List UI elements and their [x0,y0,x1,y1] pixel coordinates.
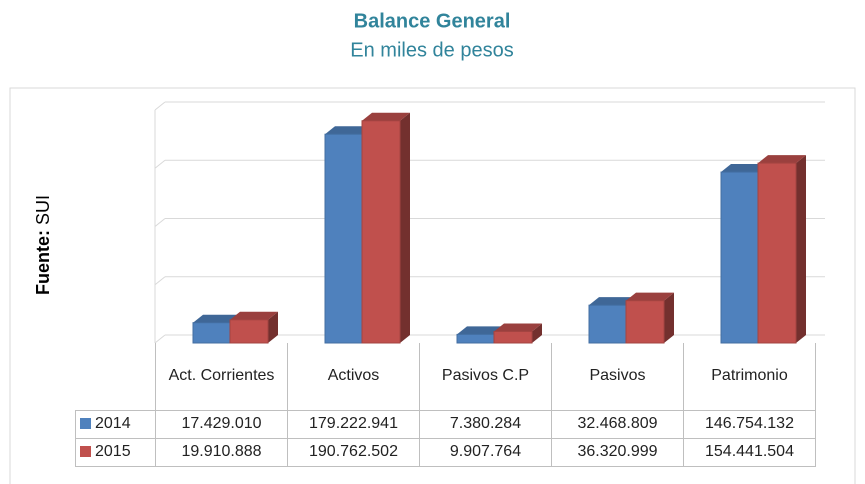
data-table: Act. Corrientes Activos Pasivos C.P Pasivos… [75,343,816,467]
bar-top [758,155,806,164]
bar-side [796,155,806,343]
source-label: Fuente: [33,230,53,295]
bar [361,112,410,344]
bar-front [720,171,759,344]
chart-subtitle: En miles de pesos [350,39,513,61]
category-label: Pasivos C.P [419,343,552,411]
bar-top [721,164,768,173]
bar [625,292,674,344]
legend-label: 2015 [95,443,131,460]
bar [229,311,278,344]
bar-front [456,333,495,344]
value-label: 36.320.999 [551,437,684,467]
legend-swatch [80,418,91,429]
chart-title: Balance General [354,10,511,32]
bar-front [361,120,401,344]
table-row: 2015 19.910.888 190.762.502 9.907.764 36.320… [75,437,816,467]
value-label: 146.754.132 [683,409,816,439]
value-label: 17.429.010 [155,409,288,439]
value-label: 9.907.764 [419,437,552,467]
grid-line [154,159,166,169]
bar-top [325,126,372,135]
category-label: Patrimonio [683,343,816,411]
bar-front [588,304,627,344]
bar-top [457,326,504,335]
category-label: Pasivos [551,343,684,411]
bar-front [493,330,533,344]
grid-line [154,334,166,344]
bar [757,155,806,344]
bar-front [324,133,363,344]
legend-swatch [80,446,91,457]
table-header-row: Act. Corrientes Activos Pasivos C.P Pasivos… [75,343,816,411]
bar-top [589,297,636,306]
legend-label: 2014 [95,415,131,432]
bar-front [192,322,231,344]
bar-front [757,162,797,344]
legend-entry: 2014 [75,409,156,439]
value-label: 190.762.502 [287,437,420,467]
value-label: 7.380.284 [419,409,552,439]
bar-side [664,292,674,343]
bar-front [625,300,665,344]
grid-line [154,101,166,111]
bar-side [268,311,278,343]
value-label: 32.468.809 [551,409,684,439]
bar-side [532,323,542,343]
bar-top [494,323,542,332]
bar-top [362,112,410,121]
bar-top [626,292,674,301]
grid-line [154,276,166,286]
category-label: Activos [287,343,420,411]
category-label: Act. Corrientes [155,343,288,411]
value-label: 179.222.941 [287,409,420,439]
table-row: 2014 17.429.010 179.222.941 7.380.284 32.468… [75,409,816,439]
bar-top [193,314,240,323]
bar [493,323,542,344]
value-label: 19.910.888 [155,437,288,467]
bar-front [229,319,269,344]
bar-side [400,112,410,343]
chart-frame [9,87,856,484]
table-corner [75,343,156,410]
value-label: 154.441.504 [683,437,816,467]
grid-line [154,218,166,227]
bar-top [230,311,278,320]
source-note: Fuente: SUI [33,195,53,295]
source: SUI [33,195,53,225]
legend-entry: 2015 [75,437,156,467]
